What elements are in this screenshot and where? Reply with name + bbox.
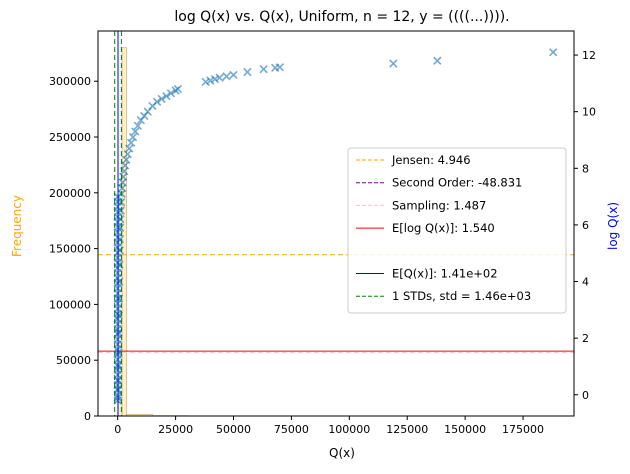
- scatter-point-stroke: [119, 172, 128, 181]
- y-right-tick-label: 6: [582, 219, 589, 232]
- y-right-tick-label: 10: [582, 106, 596, 119]
- y-axis-left-label: Frequency: [10, 195, 24, 257]
- scatter-point: [215, 73, 224, 82]
- x-tick-label: 75000: [274, 423, 309, 436]
- x-tick-label: 125000: [386, 423, 428, 436]
- x-tick-label: 0: [114, 423, 121, 436]
- y-left-tick-label: 0: [84, 410, 91, 423]
- scatter-point-stroke: [120, 166, 129, 176]
- scatter-point-stroke: [206, 76, 215, 85]
- scatter-point: [389, 59, 398, 68]
- histogram-bar: [121, 47, 127, 417]
- scatter-point-stroke: [157, 94, 166, 104]
- scatter-point: [173, 84, 183, 94]
- x-tick-label: 25000: [158, 423, 193, 436]
- x-tick-label: 50000: [216, 423, 251, 436]
- scatter-point-stroke: [243, 67, 252, 77]
- scatter-point: [125, 144, 134, 153]
- scatter-point-stroke: [433, 56, 442, 65]
- y-right-tick-label: 8: [582, 162, 589, 175]
- y-left-tick-label: 100000: [49, 298, 91, 311]
- legend-label: Second Order: -48.831: [392, 176, 522, 190]
- scatter-point-stroke: [548, 48, 558, 57]
- scatter-point-stroke: [215, 73, 224, 82]
- scatter-point: [229, 70, 238, 80]
- chart-title: log Q(x) vs. Q(x), Uniform, n = 12, y = …: [174, 9, 509, 25]
- y-right-tick-label: 2: [582, 332, 589, 345]
- x-tick-label: 150000: [444, 423, 486, 436]
- y-left-tick-label: 50000: [56, 354, 91, 367]
- legend-label: E[Q(x)]: 1.41e+02: [392, 267, 498, 281]
- scatter-point-stroke: [201, 77, 210, 87]
- scatter-point: [210, 74, 220, 84]
- scatter-point: [259, 65, 268, 74]
- legend-label: Jensen: 4.946: [391, 153, 471, 167]
- scatter-point: [128, 132, 138, 142]
- scatter-point: [206, 76, 215, 85]
- x-tick-label: 100000: [328, 423, 370, 436]
- y-right-tick-label: 0: [582, 389, 589, 402]
- scatter-point: [133, 121, 143, 131]
- scatter-point-stroke: [389, 59, 398, 68]
- scatter-point: [243, 67, 252, 77]
- scatter-point: [275, 63, 284, 72]
- x-axis-label: Q(x): [329, 446, 355, 460]
- scatter-point: [126, 138, 136, 147]
- x-tick-label: 175000: [502, 423, 544, 436]
- scatter-point: [123, 149, 132, 159]
- legend: Jensen: 4.946 Second Order: -48.831 Sampli…: [347, 147, 567, 314]
- y-left-tick-label: 300000: [49, 75, 91, 88]
- scatter-point-stroke: [126, 138, 136, 147]
- scatter-point-stroke: [162, 91, 171, 101]
- scatter-point-stroke: [210, 74, 220, 84]
- scatter-point-stroke: [259, 65, 268, 74]
- scatter-point-stroke: [275, 63, 284, 72]
- scatter-point: [157, 94, 166, 104]
- scatter-point-stroke: [131, 127, 140, 136]
- scatter-point-stroke: [229, 70, 238, 80]
- scatter-point: [201, 77, 210, 87]
- plot-area: 0 25000 50000 75000 100000 125000 150000 175000…: [49, 30, 596, 436]
- scatter-point: [548, 48, 558, 57]
- scatter-point-stroke: [123, 149, 132, 159]
- scatter-point: [152, 97, 162, 106]
- plot-frame: [97, 30, 575, 417]
- y-axis-right-label: log Q(x): [606, 202, 620, 250]
- legend-label: 1 STDs, std = 1.46e+03: [392, 289, 531, 303]
- scatter-point-stroke: [173, 84, 183, 94]
- y-left-tick-label: 250000: [49, 131, 91, 144]
- y-right-tick-label: 4: [582, 276, 589, 289]
- legend-label: Sampling: 1.487: [392, 198, 486, 212]
- y-left-tick-label: 200000: [49, 187, 91, 200]
- scatter-point-stroke: [117, 183, 127, 193]
- y-left-tick-label: 150000: [49, 243, 91, 256]
- scatter-point: [433, 56, 442, 65]
- scatter-point-stroke: [122, 155, 131, 164]
- scatter-point: [131, 127, 140, 136]
- scatter-point: [162, 91, 171, 101]
- y-right-tick-label: 12: [582, 49, 596, 62]
- scatter-point: [222, 72, 231, 81]
- scatter-point-stroke: [133, 121, 143, 131]
- legend-box: [347, 147, 567, 314]
- scatter-point-stroke: [118, 178, 127, 187]
- scatter-point: [166, 89, 176, 98]
- scatter-point-stroke: [120, 161, 130, 170]
- scatter-point-stroke: [222, 72, 231, 81]
- scatter-point-stroke: [128, 132, 138, 142]
- scatter-point-stroke: [166, 89, 176, 98]
- scatter-point-stroke: [125, 144, 134, 153]
- scatter-point-stroke: [152, 97, 162, 106]
- legend-label: E[log Q(x)]: 1.540: [392, 221, 495, 235]
